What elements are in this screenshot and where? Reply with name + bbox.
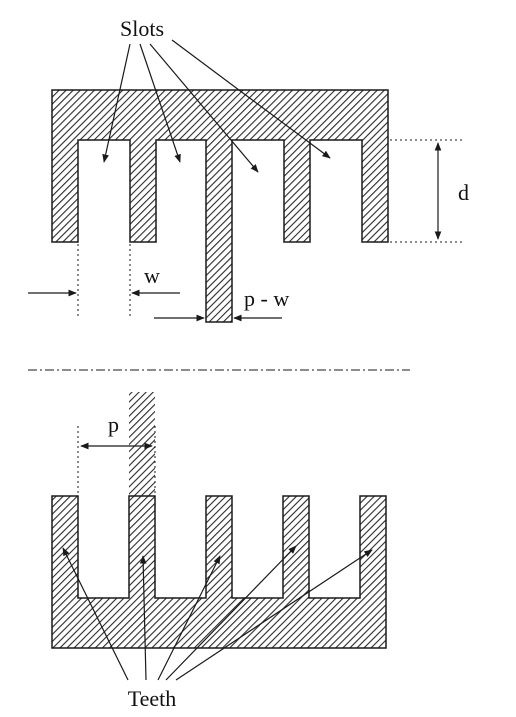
teeth-label: Teeth bbox=[128, 686, 177, 711]
teeth-arrow-2 bbox=[139, 555, 147, 681]
slots-arrow-2 bbox=[139, 43, 181, 163]
p-label: p bbox=[108, 412, 119, 437]
top-comb bbox=[51, 89, 389, 323]
w-dimension bbox=[28, 244, 180, 316]
slots-label: Slots bbox=[120, 16, 164, 41]
p-dimension bbox=[77, 426, 156, 496]
teeth-arrow-4 bbox=[165, 545, 297, 681]
top-comb-body bbox=[51, 89, 389, 323]
slots-arrow-4 bbox=[171, 39, 331, 159]
d-dimension bbox=[390, 139, 462, 243]
extended-tooth bbox=[129, 392, 155, 498]
slots-arrow-1 bbox=[102, 43, 131, 163]
teeth-arrow-3 bbox=[157, 555, 221, 681]
slots-arrows bbox=[102, 39, 331, 173]
bottom-comb bbox=[51, 392, 387, 649]
teeth-arrow-1 bbox=[62, 547, 129, 681]
teeth-arrows bbox=[62, 545, 373, 681]
bottom-comb-body bbox=[51, 495, 387, 649]
slots-arrow-3 bbox=[149, 43, 259, 173]
w-label: w bbox=[144, 263, 160, 288]
d-label: d bbox=[458, 180, 469, 205]
teeth-arrow-5 bbox=[175, 549, 373, 681]
p-minus-w-label: p - w bbox=[244, 286, 289, 311]
